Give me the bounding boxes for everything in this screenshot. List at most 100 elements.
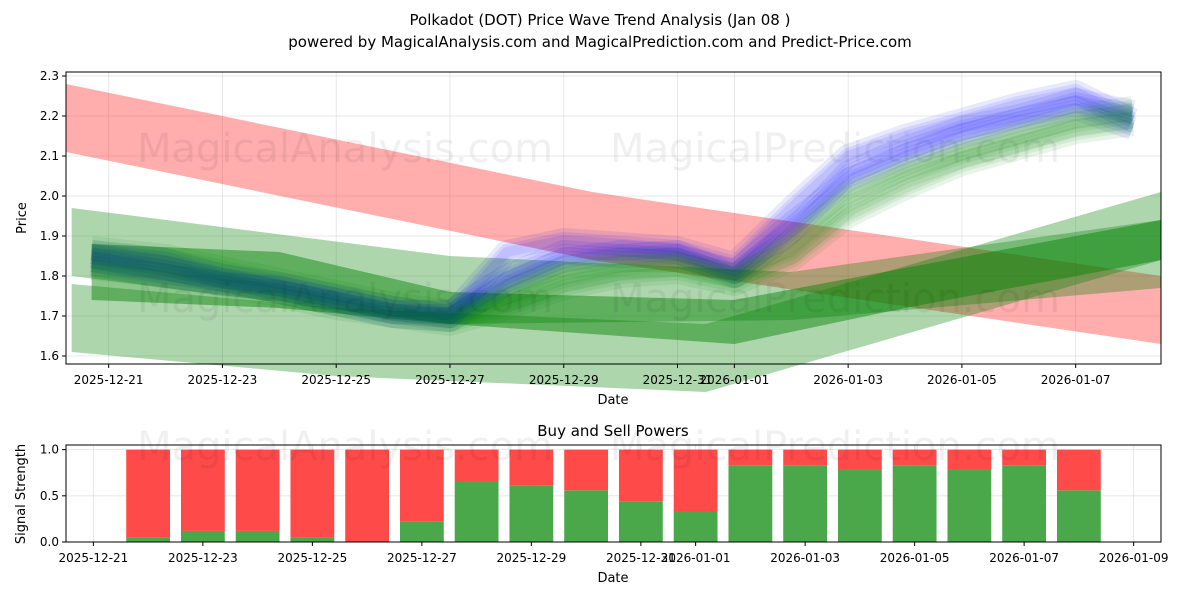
watermark-analysis-top: MagicalAnalysis.com	[137, 126, 553, 172]
price-y-tick-label: 2.0	[40, 189, 59, 203]
sell-bar-2025-12-29	[509, 449, 554, 486]
price-chart: MagicalAnalysis.com MagicalPrediction.co…	[15, 69, 1162, 408]
signal-x-tick-label: 2025-12-29	[497, 551, 567, 565]
wave-2-stroke-2	[90, 92, 1135, 320]
wave-3-stroke-3	[89, 96, 1137, 332]
watermark-prediction-bottom: MagicalPrediction.com	[610, 424, 1060, 470]
signal-plot-frame	[65, 444, 1162, 543]
price-x-tick-label: 2026-01-05	[927, 373, 997, 387]
watermark-prediction-top: MagicalPrediction.com	[610, 126, 1060, 172]
buy-bar-2025-12-22	[126, 537, 171, 542]
chart-title: Polkadot (DOT) Price Wave Trend Analysis…	[410, 11, 791, 29]
price-y-tick-label: 2.2	[40, 109, 59, 123]
price-y-label: Price	[15, 202, 30, 234]
wave-5-stroke-1	[91, 111, 1134, 317]
price-x-tick-label: 2025-12-21	[74, 373, 144, 387]
wave-6-stroke-3	[90, 112, 1135, 336]
buy-bar-2026-01-07	[1002, 465, 1047, 542]
wave-2-stroke-3	[89, 88, 1136, 324]
buy-bar-2026-01-05	[892, 465, 937, 542]
price-y-tick-label: 1.8	[40, 269, 59, 283]
signal-bars	[126, 449, 1101, 542]
signal-x-tick-label: 2026-01-03	[770, 551, 840, 565]
signal-x-tick-label: 2025-12-27	[387, 551, 457, 565]
signal-y-label: Signal Strength	[14, 444, 29, 544]
wave-5-stroke-2	[90, 108, 1134, 320]
sell-bar-2026-01-08	[1056, 449, 1101, 491]
buy-bar-2026-01-04	[837, 469, 882, 542]
signal-y-tick-label: 0.0	[40, 535, 59, 549]
sell-bar-2025-12-27	[399, 449, 444, 522]
price-plot-area	[66, 72, 1161, 364]
buy-bar-2025-12-30	[564, 490, 609, 542]
buy-bar-2026-01-08	[1056, 490, 1101, 542]
green-forecast-band-3	[71, 208, 1161, 324]
wave-3-stroke-2	[90, 100, 1136, 328]
buy-bar-2025-12-27	[399, 521, 444, 542]
watermark-analysis-mid: MagicalAnalysis.com	[137, 276, 553, 322]
wave-4-stroke-1	[91, 103, 1134, 325]
wave-6-stroke-2	[90, 116, 1134, 332]
price-x-tick-label: 2026-01-07	[1041, 373, 1111, 387]
sell-bar-2025-12-25	[290, 449, 335, 538]
price-x-tick-label: 2026-01-03	[813, 373, 883, 387]
wave-3-stroke-1	[90, 103, 1135, 325]
sell-bar-2025-12-26	[345, 449, 390, 542]
price-x-tick-label: 2025-12-31	[643, 373, 713, 387]
signal-x-label: Date	[597, 571, 628, 586]
sell-bar-2026-01-06	[947, 449, 992, 470]
signal-chart-title: Buy and Sell Powers	[537, 422, 689, 440]
wave-4-stroke-2	[90, 100, 1134, 328]
wave-1-stroke-2	[90, 84, 1137, 324]
sell-bar-2025-12-23	[180, 449, 225, 531]
signal-y-tick-label: 0.5	[40, 489, 59, 503]
price-y-tick-label: 2.3	[40, 69, 59, 83]
signal-x-tick-label: 2026-01-01	[661, 551, 731, 565]
signal-x-ticks: 2025-12-21 2025-12-23 2025-12-25 2025-12-27…	[59, 542, 1169, 565]
wave-1-stroke-1	[91, 87, 1135, 321]
price-y-tick-label: 1.7	[40, 309, 59, 323]
price-y-tick-label: 1.9	[40, 229, 59, 243]
sell-bar-2026-01-03	[783, 449, 828, 466]
sell-bar-2025-12-28	[454, 449, 499, 482]
signal-x-tick-label: 2026-01-07	[989, 551, 1059, 565]
sell-bar-2025-12-22	[126, 449, 171, 538]
signal-x-tick-label: 2025-12-31	[606, 551, 676, 565]
price-x-tick-label: 2026-01-01	[700, 373, 770, 387]
price-y-tick-label: 1.6	[40, 349, 59, 363]
wave-6-stroke-1	[91, 119, 1134, 329]
signal-y-ticks: 0.0 0.5 1.0	[40, 443, 66, 549]
buy-bar-2026-01-01	[673, 511, 718, 542]
price-x-tick-label: 2025-12-25	[301, 373, 371, 387]
sell-bar-2026-01-04	[837, 449, 882, 470]
wave-2-stroke-1	[90, 95, 1134, 317]
price-bands	[66, 84, 1161, 392]
signal-x-tick-label: 2025-12-25	[278, 551, 348, 565]
price-wave-lines	[89, 80, 1138, 336]
green-forecast-band-4	[91, 220, 1161, 344]
wave-1-stroke-3	[90, 80, 1138, 328]
signal-x-tick-label: 2026-01-09	[1099, 551, 1169, 565]
buy-bar-2025-12-23	[180, 530, 225, 542]
wave-5-stroke-3	[90, 104, 1135, 324]
sell-bar-2025-12-24	[235, 449, 280, 531]
green-forecast-band-2	[71, 192, 1161, 392]
price-x-tick-label: 2025-12-23	[188, 373, 258, 387]
sell-bar-2026-01-07	[1002, 449, 1047, 466]
buy-bar-2026-01-06	[947, 469, 992, 542]
buy-bar-2026-01-03	[783, 465, 828, 542]
watermark-analysis-bottom: MagicalAnalysis.com	[137, 424, 553, 470]
chart-subtitle: powered by MagicalAnalysis.com and Magic…	[288, 33, 912, 51]
sell-bar-2025-12-31	[618, 449, 663, 502]
buy-bar-2025-12-25	[290, 537, 335, 542]
price-x-tick-label: 2025-12-29	[529, 373, 599, 387]
buy-bar-2026-01-02	[728, 465, 773, 542]
wave-4-stroke-3	[90, 96, 1135, 332]
price-x-tick-label: 2025-12-27	[415, 373, 485, 387]
price-x-label: Date	[597, 393, 628, 408]
buy-bar-2025-12-24	[235, 530, 280, 542]
sell-bar-2026-01-05	[892, 449, 937, 466]
price-plot-frame	[65, 71, 1162, 365]
signal-x-tick-label: 2025-12-21	[59, 551, 129, 565]
price-grid	[66, 72, 1161, 364]
